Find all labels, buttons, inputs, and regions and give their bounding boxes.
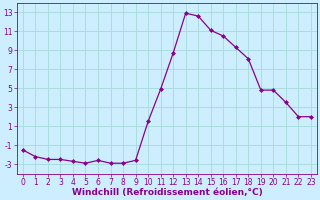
X-axis label: Windchill (Refroidissement éolien,°C): Windchill (Refroidissement éolien,°C) [72, 188, 262, 197]
